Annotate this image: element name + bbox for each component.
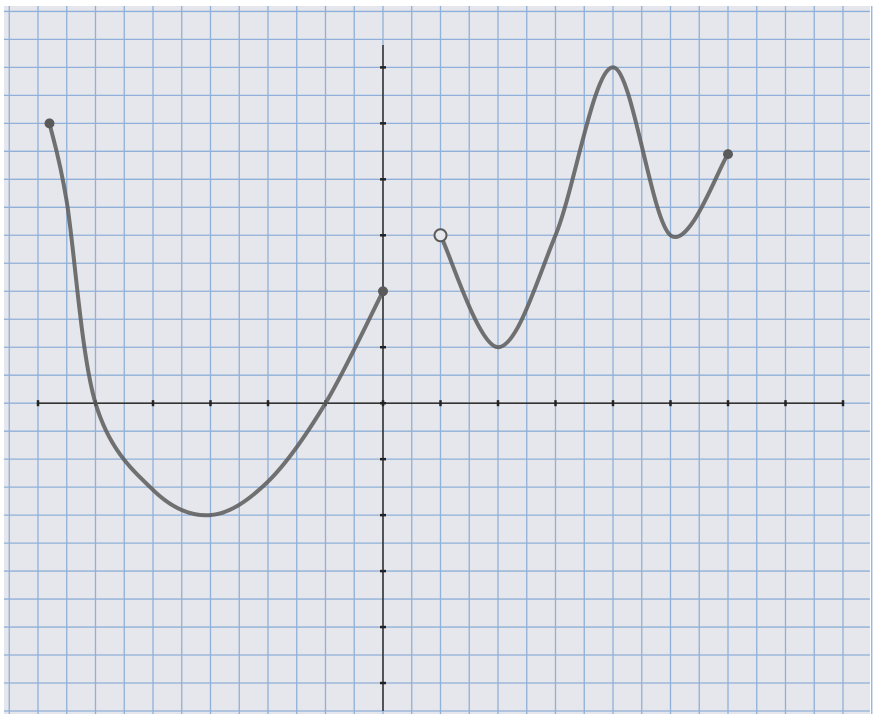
- closed-endpoint: [378, 286, 388, 297]
- closed-endpoint: [44, 118, 55, 129]
- curve: [47, 121, 385, 518]
- open-endpoint: [433, 228, 448, 243]
- paper: [4, 6, 870, 714]
- curve: [438, 65, 730, 350]
- closed-endpoint: [723, 149, 733, 160]
